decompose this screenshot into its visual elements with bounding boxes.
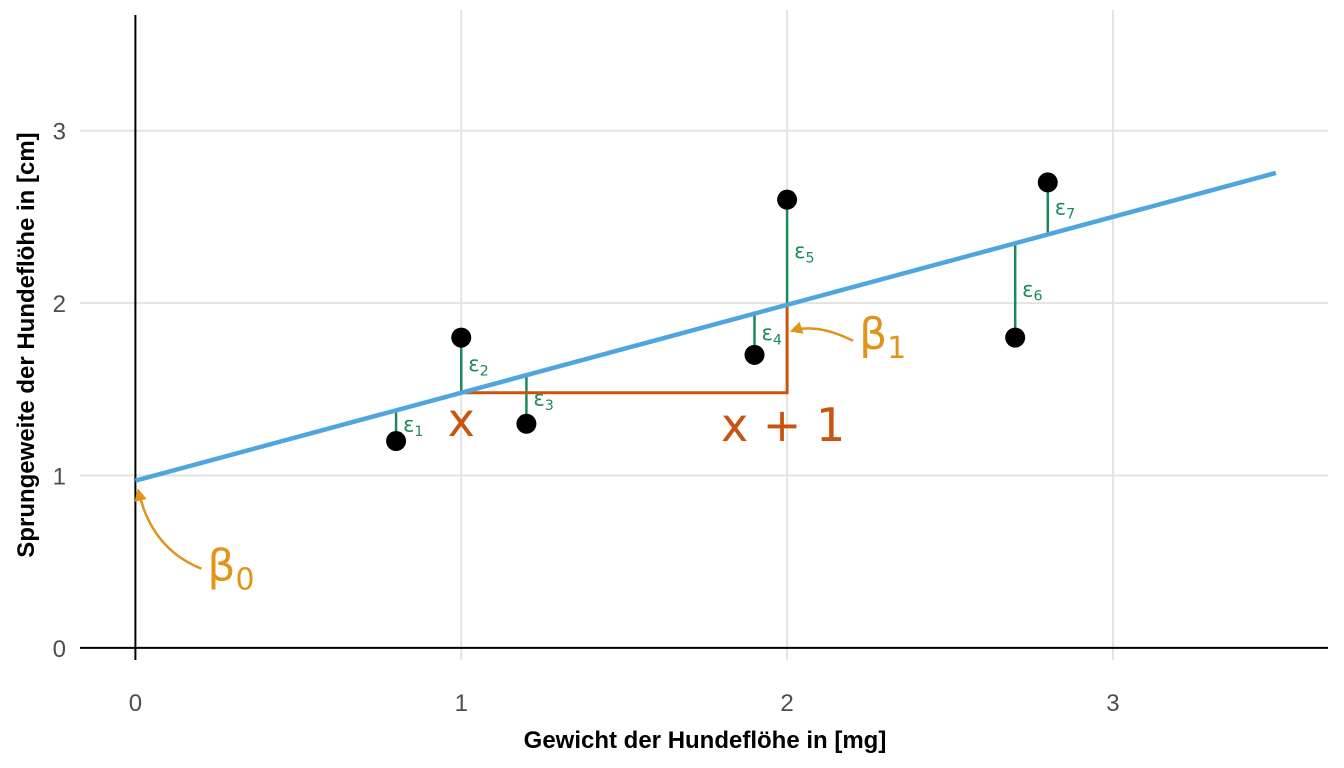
residual-label-7: ε7	[1055, 195, 1075, 222]
regression-line-group	[134, 170, 1277, 483]
data-point-4	[744, 344, 765, 365]
data-point-5	[777, 189, 798, 210]
y-tick-label: 1	[53, 464, 66, 491]
y-tick-label: 2	[53, 291, 66, 318]
residual-label-2: ε2	[468, 352, 488, 379]
annotations: β0 β1	[134, 309, 906, 598]
y-tick-label: 3	[53, 119, 66, 146]
beta1-label: β1	[859, 309, 906, 366]
residual-label-6: ε6	[1022, 277, 1042, 304]
y-tick-label: 0	[53, 636, 66, 663]
axes	[80, 15, 1328, 660]
regression-line	[134, 170, 1277, 483]
x-tick-label: 0	[129, 690, 142, 717]
y-axis-title: Sprungeweite der Hundeflöhe in [cm]	[13, 132, 40, 557]
data-point-1	[386, 431, 407, 452]
data-point-7	[1037, 172, 1058, 193]
data-point-3	[516, 413, 537, 434]
slope-triangle: x x + 1	[448, 304, 845, 452]
data-point-6	[1005, 327, 1026, 348]
beta1-arrow	[789, 321, 854, 342]
residual-label-4: ε4	[762, 321, 782, 348]
data-points	[386, 172, 1058, 452]
x-axis-title: Gewicht der Hundeflöhe in [mg]	[524, 727, 887, 754]
slope-label-x: x	[448, 393, 475, 447]
tick-labels: 0 1 2 3 0 1 2 3	[53, 119, 1120, 717]
beta0-arrow	[134, 488, 202, 570]
x-tick-label: 2	[780, 690, 793, 717]
residual-label-3: ε3	[533, 386, 553, 413]
x-tick-label: 3	[1106, 690, 1119, 717]
beta0-label: β0	[207, 541, 254, 598]
grid-lines	[80, 10, 1328, 660]
residual-label-5: ε5	[794, 239, 814, 266]
residual-segments: ε1 ε2 ε3 ε4 ε5 ε6 ε7	[394, 182, 1075, 442]
x-tick-label: 1	[455, 690, 468, 717]
data-point-2	[451, 327, 472, 348]
slope-label-x-plus-1: x + 1	[721, 398, 845, 452]
slope-triangle-lines	[461, 304, 789, 395]
residual-label-1: ε1	[403, 413, 423, 440]
